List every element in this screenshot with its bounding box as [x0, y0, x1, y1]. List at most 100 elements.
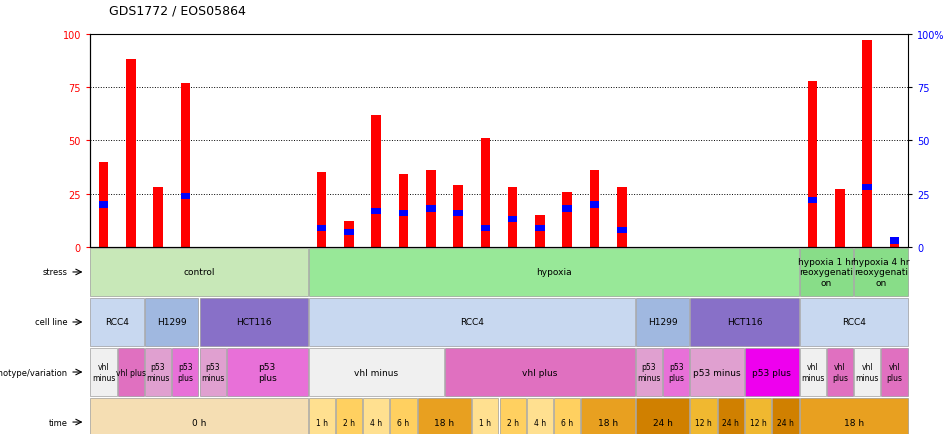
Text: hypoxia: hypoxia: [535, 268, 571, 277]
Text: H1299: H1299: [648, 318, 677, 327]
Bar: [91, 398, 307, 434]
Bar: [508, 217, 517, 223]
Bar: [799, 248, 853, 296]
Bar: [890, 241, 900, 247]
Bar: [98, 202, 108, 208]
Text: 1 h: 1 h: [480, 418, 491, 427]
Text: hypoxia 4 hr
reoxygenati
on: hypoxia 4 hr reoxygenati on: [852, 257, 909, 287]
Bar: [691, 348, 744, 396]
Bar: [745, 348, 798, 396]
Bar: [854, 348, 881, 396]
Bar: [418, 398, 471, 434]
Text: p53
minus: p53 minus: [147, 362, 169, 382]
Text: p53
plus: p53 plus: [668, 362, 684, 382]
Text: cell line: cell line: [35, 318, 67, 327]
Text: genotype/variation: genotype/variation: [0, 368, 67, 377]
Text: vhl plus: vhl plus: [522, 368, 557, 377]
Bar: [535, 215, 545, 247]
Text: 18 h: 18 h: [434, 418, 454, 427]
Text: GDS1772 / EOS05864: GDS1772 / EOS05864: [109, 4, 246, 17]
Bar: [399, 175, 409, 247]
Bar: [882, 348, 907, 396]
Text: 1 h: 1 h: [316, 418, 327, 427]
Bar: [617, 188, 626, 247]
Text: 24 h: 24 h: [653, 418, 673, 427]
Bar: [808, 197, 817, 204]
Bar: [835, 190, 845, 247]
Bar: [718, 398, 744, 434]
Text: RCC4: RCC4: [105, 318, 129, 327]
Bar: [772, 398, 798, 434]
Bar: [453, 210, 463, 217]
Text: vhl
minus: vhl minus: [92, 362, 115, 382]
Text: p53
plus: p53 plus: [258, 362, 276, 382]
Bar: [890, 238, 900, 244]
Text: 12 h: 12 h: [750, 418, 766, 427]
Bar: [863, 41, 872, 247]
Bar: [308, 398, 335, 434]
Bar: [563, 192, 572, 247]
Bar: [308, 348, 444, 396]
Text: HCT116: HCT116: [727, 318, 762, 327]
Text: p53 plus: p53 plus: [752, 368, 791, 377]
Bar: [91, 298, 144, 346]
Text: vhl plus: vhl plus: [115, 368, 146, 377]
Text: vhl
minus: vhl minus: [801, 362, 824, 382]
Bar: [308, 298, 635, 346]
Text: vhl
plus: vhl plus: [832, 362, 848, 382]
Bar: [617, 227, 626, 233]
Bar: [827, 348, 853, 396]
Bar: [181, 84, 190, 247]
Text: 4 h: 4 h: [534, 418, 546, 427]
Text: vhl minus: vhl minus: [354, 368, 398, 377]
Bar: [145, 298, 199, 346]
Text: p53
plus: p53 plus: [177, 362, 193, 382]
Bar: [317, 173, 326, 247]
Bar: [426, 206, 435, 212]
Text: p53
minus: p53 minus: [201, 362, 224, 382]
Bar: [153, 188, 163, 247]
Bar: [799, 298, 907, 346]
Bar: [308, 248, 798, 296]
Bar: [481, 225, 490, 231]
Bar: [117, 348, 144, 396]
Bar: [91, 248, 307, 296]
Text: hypoxia 1 hr
reoxygenati
on: hypoxia 1 hr reoxygenati on: [798, 257, 854, 287]
Bar: [508, 188, 517, 247]
Text: time: time: [48, 418, 67, 427]
Bar: [663, 348, 690, 396]
Text: p53 minus: p53 minus: [693, 368, 741, 377]
Bar: [445, 348, 635, 396]
Bar: [799, 398, 907, 434]
Bar: [481, 139, 490, 247]
Text: 18 h: 18 h: [598, 418, 618, 427]
Text: vhl
plus: vhl plus: [886, 362, 902, 382]
Bar: [426, 171, 435, 247]
Bar: [91, 348, 116, 396]
Bar: [589, 171, 599, 247]
Bar: [745, 398, 771, 434]
Bar: [145, 348, 171, 396]
Bar: [98, 162, 108, 247]
Text: 18 h: 18 h: [844, 418, 864, 427]
Bar: [172, 348, 199, 396]
Bar: [563, 206, 572, 212]
Text: RCC4: RCC4: [842, 318, 866, 327]
Text: 12 h: 12 h: [695, 418, 712, 427]
Text: 6 h: 6 h: [397, 418, 410, 427]
Bar: [636, 298, 690, 346]
Bar: [636, 348, 662, 396]
Text: p53
minus: p53 minus: [638, 362, 660, 382]
Text: 6 h: 6 h: [561, 418, 573, 427]
Bar: [535, 225, 545, 231]
Bar: [372, 115, 381, 247]
Bar: [344, 229, 354, 236]
Text: control: control: [184, 268, 215, 277]
Text: 4 h: 4 h: [370, 418, 382, 427]
Bar: [636, 398, 690, 434]
Bar: [472, 398, 499, 434]
Text: 0 h: 0 h: [192, 418, 206, 427]
Bar: [527, 398, 553, 434]
Bar: [317, 225, 326, 231]
Bar: [808, 82, 817, 247]
